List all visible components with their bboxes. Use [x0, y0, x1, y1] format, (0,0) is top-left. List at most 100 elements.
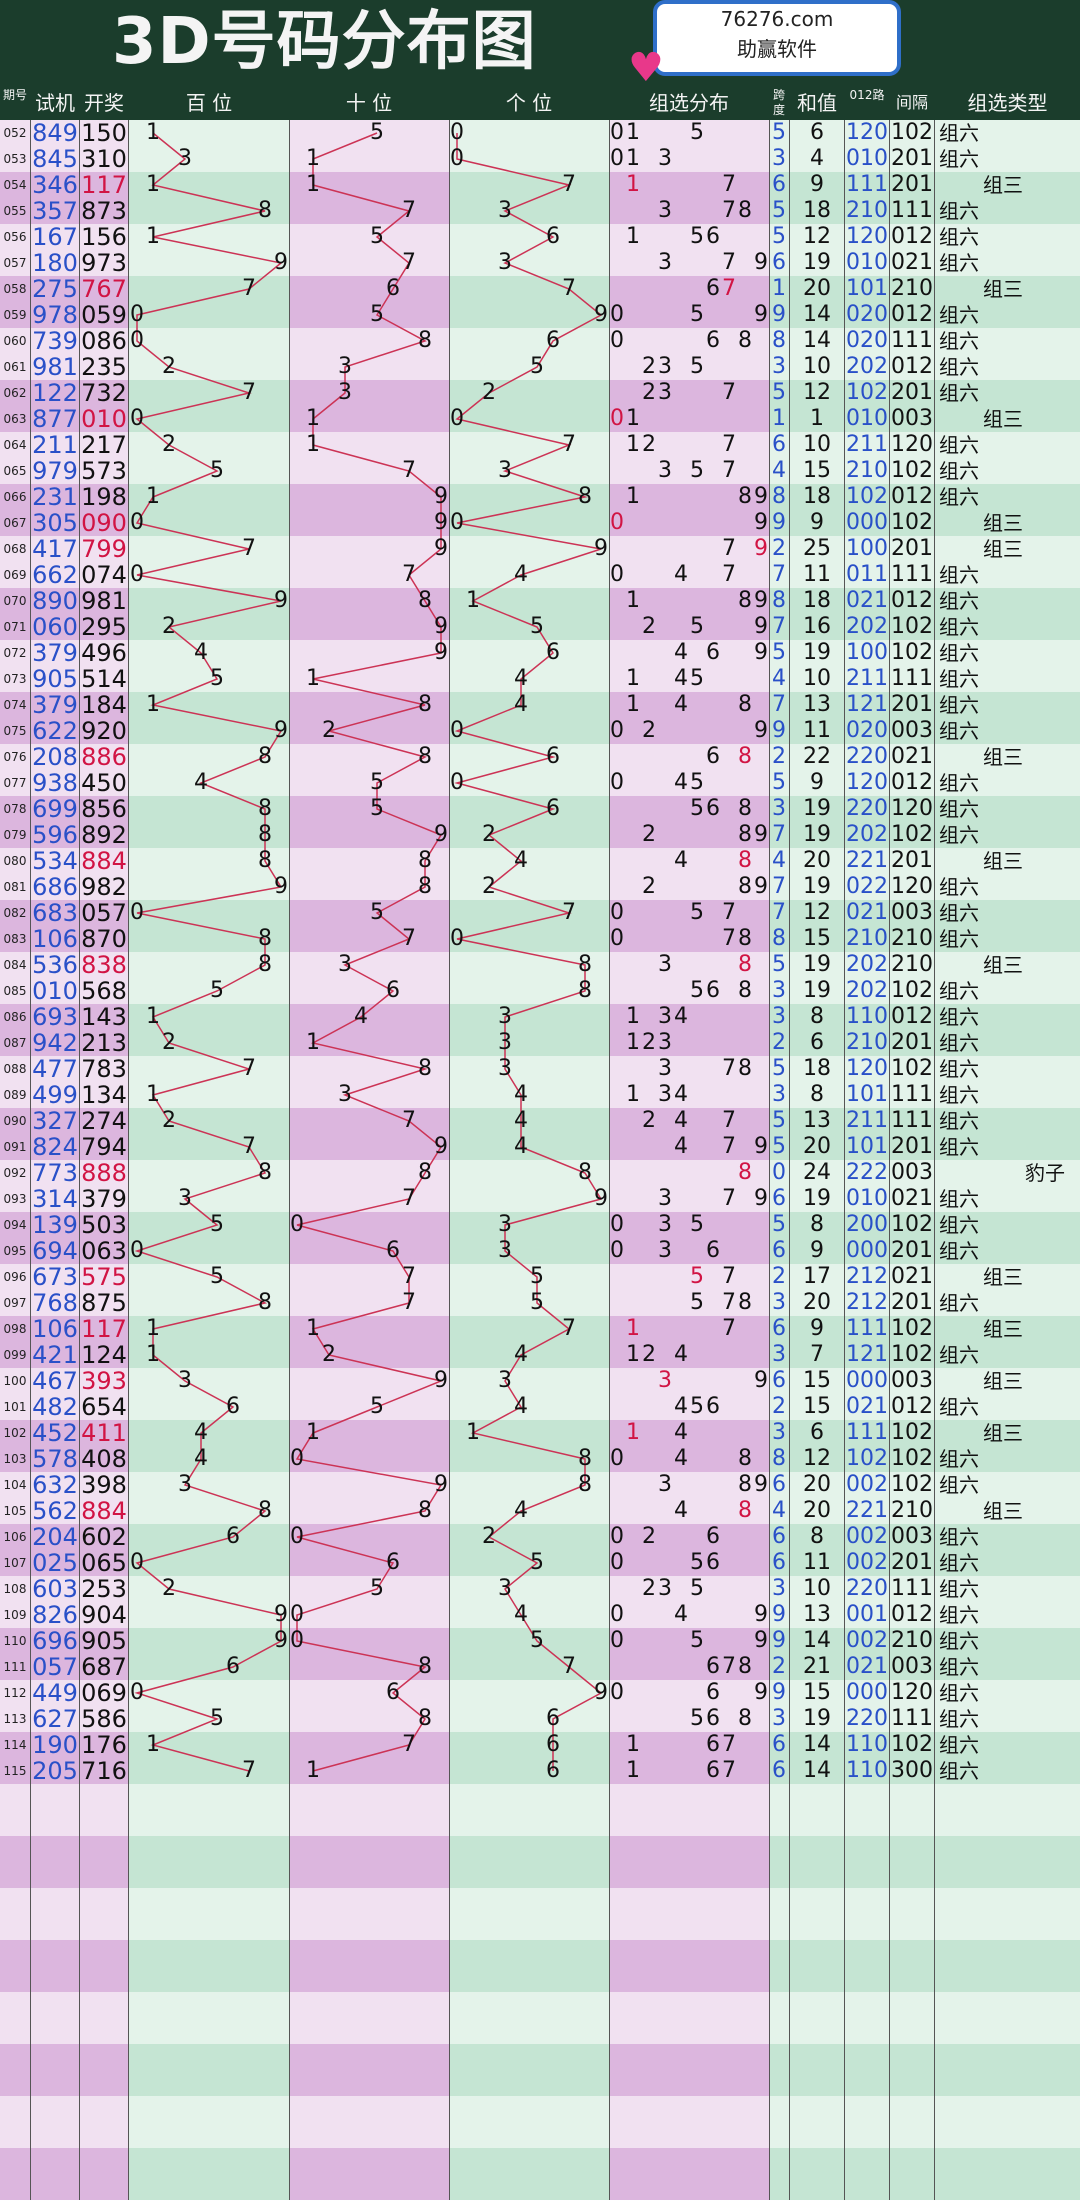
span-value: 3	[772, 978, 786, 1003]
sum-value: 19	[803, 978, 831, 1003]
span-value: 8	[772, 484, 786, 509]
group-digit: 6	[706, 1524, 720, 1549]
group-digit: 8	[738, 848, 752, 873]
tens-digit: 0	[290, 1212, 304, 1237]
route-value: 220	[846, 744, 888, 769]
hundreds-digit: 2	[162, 1030, 176, 1055]
route-value: 101	[846, 1082, 888, 1107]
tens-digit: 2	[322, 718, 336, 743]
sum-value: 13	[803, 1602, 831, 1627]
group-digit: 2	[642, 432, 656, 457]
heart-icon: ♥	[628, 45, 664, 91]
route-value: 021	[846, 588, 888, 613]
group-digit: 8	[738, 796, 752, 821]
row-background	[0, 1082, 1080, 1108]
span-value: 5	[772, 640, 786, 665]
group-digit: 3	[658, 1004, 672, 1029]
route-value: 020	[846, 718, 888, 743]
route-value: 210	[846, 198, 888, 223]
draw-number: 873	[81, 198, 127, 224]
period-number: 067	[3, 516, 27, 530]
column-separator	[844, 120, 845, 2200]
gap-value: 201	[891, 146, 933, 171]
units-digit: 6	[546, 1732, 560, 1757]
gap-value: 201	[891, 848, 933, 873]
group-digit: 9	[754, 250, 768, 275]
period-number: 054	[3, 178, 27, 192]
gap-value: 111	[891, 1108, 933, 1133]
sum-value: 18	[803, 1056, 831, 1081]
table-row: 110 696 905 9 0 5 9 0 5 9 14 002 210 组六	[0, 1628, 1080, 1654]
group-digit: 4	[674, 1134, 688, 1159]
group-type: 组六	[939, 1343, 979, 1367]
header-units: 个 位	[505, 91, 553, 115]
hundreds-digit: 0	[130, 302, 144, 327]
group-digit: 5	[690, 614, 704, 639]
route-value: 121	[846, 692, 888, 717]
units-digit: 8	[578, 978, 592, 1003]
gap-value: 210	[891, 276, 933, 301]
gap-value: 012	[891, 354, 933, 379]
group-digit: 9	[754, 1472, 768, 1497]
span-value: 3	[772, 1082, 786, 1107]
brand-box[interactable]: 76276.com 助赢软件	[653, 0, 901, 76]
draw-number: 892	[81, 822, 127, 848]
period-number: 104	[3, 1478, 27, 1492]
group-digit: 9	[754, 640, 768, 665]
group-digit: 7	[722, 1186, 736, 1211]
period-number: 071	[3, 620, 27, 634]
group-digit: 1	[626, 588, 640, 613]
gap-value: 201	[891, 380, 933, 405]
group-digit: 9	[754, 588, 768, 613]
sum-value: 10	[803, 432, 831, 457]
units-digit: 9	[594, 302, 608, 327]
units-digit: 9	[594, 1186, 608, 1211]
row-background	[0, 900, 1080, 926]
span-value: 2	[772, 1654, 786, 1679]
span-value: 9	[772, 1602, 786, 1627]
group-digit: 0	[610, 1602, 624, 1627]
draw-number: 654	[81, 1394, 127, 1420]
brand-url[interactable]: 76276.com	[720, 7, 834, 31]
hundreds-digit: 3	[178, 1472, 192, 1497]
sum-value: 16	[803, 614, 831, 639]
span-value: 3	[772, 354, 786, 379]
group-type: 组三	[983, 1265, 1023, 1289]
span-value: 7	[772, 692, 786, 717]
route-value: 021	[846, 900, 888, 925]
table-row: 073 905 514 5 1 4 5 1 4 4 10 211 111 组六	[0, 666, 1080, 692]
route-value: 000	[846, 1680, 888, 1705]
row-background	[0, 1290, 1080, 1316]
group-digit: 0	[610, 120, 624, 145]
draw-number: 069	[81, 1680, 127, 1706]
group-digit: 4	[674, 1394, 688, 1419]
row-background	[0, 744, 1080, 770]
route-value: 110	[846, 1004, 888, 1029]
row-background	[0, 1264, 1080, 1290]
test-number: 060	[32, 614, 78, 640]
units-digit: 4	[514, 1082, 528, 1107]
sum-value: 17	[803, 1264, 831, 1289]
sum-value: 21	[803, 1654, 831, 1679]
table-row: 078 699 856 8 5 6 8 5 6 3 19 220 120 组六	[0, 796, 1080, 822]
group-digit: 7	[722, 1732, 736, 1757]
sum-value: 8	[810, 1082, 824, 1107]
table-row: 107 025 065 0 6 5 0 6 5 6 11 002 201 组六	[0, 1550, 1080, 1576]
group-digit: 7	[722, 1316, 736, 1341]
test-number: 314	[32, 1186, 78, 1212]
group-type: 组六	[939, 1603, 979, 1627]
row-background	[0, 2122, 1080, 2148]
group-digit: 1	[626, 146, 640, 171]
table-row: 083 106 870 8 7 0 8 7 0 8 15 210 210 组六	[0, 926, 1080, 952]
group-digit: 8	[738, 874, 752, 899]
gap-value: 102	[891, 978, 933, 1003]
row-background	[0, 354, 1080, 380]
draw-number: 767	[81, 276, 127, 302]
units-digit: 7	[562, 172, 576, 197]
sum-value: 14	[803, 302, 831, 327]
units-digit: 8	[578, 1160, 592, 1185]
period-number: 075	[3, 724, 27, 738]
table-row: 060 739 086 0 8 6 0 8 6 8 14 020 111 组六	[0, 328, 1080, 354]
row-background	[0, 666, 1080, 692]
row-background	[0, 796, 1080, 822]
